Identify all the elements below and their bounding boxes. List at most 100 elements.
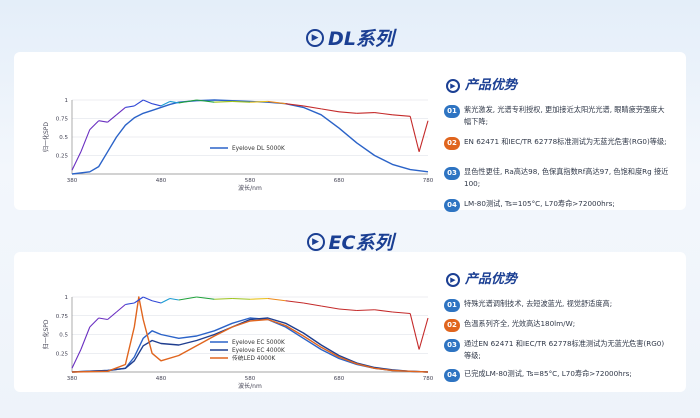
sunlight-spectrum-segment — [89, 120, 100, 130]
item-number-badge: 03 — [444, 167, 460, 180]
item-number-badge: 01 — [444, 299, 460, 312]
play-circle-icon: ▶ — [306, 232, 325, 251]
sunlight-spectrum-segment — [409, 116, 420, 152]
play-circle-icon: ▶ — [446, 272, 460, 287]
sunlight-spectrum-segment — [232, 297, 251, 300]
sunlight-spectrum-segment — [196, 99, 215, 103]
sunlight-spectrum-segment — [142, 99, 153, 105]
sunlight-spectrum-segment — [125, 302, 135, 306]
x-tick-label: 780 — [423, 178, 434, 184]
sunlight-spectrum-segment — [71, 349, 82, 369]
spectrum-chart: 0.25 0.5 0.75 1 380 480 580 680 780 波长/nm 归一化SPD Ey… — [42, 295, 434, 390]
sunlight-spectrum-segment — [107, 114, 117, 123]
sunlight-spectrum-segment — [133, 99, 144, 107]
y-tick-label: 0.5 — [59, 135, 68, 141]
sunlight-spectrum-segment — [303, 302, 322, 307]
sunlight-spectrum-segment — [285, 103, 304, 107]
sunlight-spectrum-segment — [356, 309, 375, 312]
play-circle-icon: ▶ — [446, 78, 460, 93]
item-number-badge: 01 — [444, 105, 460, 118]
sunlight-spectrum-segment — [374, 309, 393, 313]
sunlight-spectrum-segment — [169, 100, 179, 104]
y-tick-label: 0.5 — [59, 333, 68, 339]
series-line — [71, 317, 429, 373]
y-tick-label: 0.75 — [56, 117, 69, 123]
sunlight-spectrum-segment — [80, 129, 91, 153]
legend-label: Eyelove EC 4000K — [232, 348, 285, 354]
sunlight-spectrum-segment — [374, 112, 393, 116]
series-line — [71, 99, 429, 175]
sunlight-spectrum-segment — [116, 304, 126, 313]
sunlight-spectrum-segment — [196, 296, 215, 300]
ec-advantage-item: 04 已完成LM-80测试, Ts=85°C, L70寿命>72000hrs; — [444, 368, 671, 382]
sunlight-spectrum-segment — [267, 297, 286, 302]
dl-advantage-item: 02 EN 62471 和IEC/TR 62778标准测试为无蓝光危害(RG0)… — [444, 136, 671, 150]
item-text: 已完成LM-80测试, Ts=85°C, L70寿命>72000hrs; — [464, 369, 632, 378]
dl-advantage-item: 03 显色性更佳, Ra高达98, 色保真指数Rf高达97, 色饱和度Rg 接近… — [444, 166, 671, 190]
sunlight-spectrum-segment — [89, 317, 100, 328]
dl-advantage-item: 01 紫光激发, 光谱专利授权, 更加接近太阳光光谱, 眼睛疲劳强度大幅下降; — [444, 104, 671, 128]
sunlight-spectrum-segment — [133, 296, 144, 304]
item-text: 显色性更佳, Ra高达98, 色保真指数Rf高达97, 色饱和度Rg 接近100… — [464, 167, 669, 188]
ec-title: EC系列 — [328, 232, 394, 254]
x-tick-label: 480 — [156, 178, 167, 184]
sunlight-spectrum-segment — [178, 99, 197, 104]
item-text: EN 62471 和IEC/TR 62778标准测试为无蓝光危害(RG0)等级; — [464, 137, 667, 146]
sunlight-spectrum-segment — [169, 297, 179, 301]
dl-advantage-item: 04 LM-80测试, Ts=105°C, L70寿命>72000hrs; — [444, 198, 671, 212]
x-tick-label: 380 — [67, 178, 78, 184]
ec-advantage-item: 02 色温系列齐全, 光效高达180lm/W; — [444, 318, 671, 332]
sunlight-spectrum-segment — [267, 100, 286, 105]
sunlight-spectrum-segment — [418, 120, 429, 152]
sunlight-spectrum-segment — [356, 112, 375, 114]
sunlight-spectrum-segment — [338, 111, 357, 114]
play-circle-icon: ▶ — [306, 28, 325, 47]
y-tick-label: 1 — [65, 98, 69, 104]
sunlight-spectrum-segment — [160, 100, 171, 107]
sunlight-spectrum-segment — [116, 106, 126, 116]
dl-panel — [14, 52, 686, 210]
x-tick-label: 580 — [245, 178, 256, 184]
dl-heading: ▶ DL系列 — [0, 24, 700, 51]
item-number-badge: 04 — [444, 369, 460, 382]
y-tick-label: 1 — [65, 295, 69, 301]
x-axis-label: 波长/nm — [238, 382, 262, 390]
sunlight-spectrum-segment — [303, 105, 322, 110]
y-tick-label: 0.75 — [56, 314, 69, 320]
sunlight-spectrum-segment — [107, 311, 117, 320]
sunlight-spectrum-segment — [409, 313, 420, 350]
item-text: 紫光激发, 光谱专利授权, 更加接近太阳光光谱, 眼睛疲劳强度大幅下降; — [464, 105, 665, 126]
item-text: 通过EN 62471 和IEC/TR 62778标准测试为无蓝光危害(RG0)等… — [464, 339, 665, 360]
sunlight-spectrum-segment — [321, 108, 340, 113]
sunlight-spectrum-segment — [142, 296, 153, 302]
sunlight-spectrum-segment — [178, 296, 197, 301]
sunlight-spectrum-segment — [338, 308, 357, 312]
item-number-badge: 04 — [444, 199, 460, 212]
x-tick-label: 680 — [334, 178, 345, 184]
item-text: 色温系列齐全, 光效高达180lm/W; — [464, 319, 576, 328]
ec-advantages-title: ▶ 产品优势 — [446, 268, 517, 287]
sunlight-spectrum-segment — [418, 317, 429, 350]
sunlight-spectrum-segment — [151, 300, 162, 304]
dl-advantages-title: ▶ 产品优势 — [446, 74, 517, 93]
x-tick-label: 680 — [334, 376, 345, 382]
item-text: 特殊光谱调制技术, 去短波蓝光, 视觉舒适度高; — [464, 299, 613, 308]
sunlight-spectrum-segment — [80, 326, 91, 350]
ec-advantages-title-text: 产品优势 — [465, 272, 518, 287]
series-line — [71, 296, 429, 373]
sunlight-spectrum-segment — [392, 311, 411, 315]
sunlight-spectrum-segment — [321, 305, 340, 310]
sunlight-spectrum-segment — [98, 120, 108, 123]
sunlight-spectrum-segment — [392, 114, 411, 117]
x-tick-label: 480 — [156, 376, 167, 382]
item-text: LM-80测试, Ts=105°C, L70寿命>72000hrs; — [464, 199, 615, 208]
sunlight-spectrum-segment — [249, 100, 268, 103]
item-number-badge: 03 — [444, 339, 460, 352]
ec-advantage-item: 03 通过EN 62471 和IEC/TR 62778标准测试为无蓝光危害(RG… — [444, 338, 671, 362]
y-tick-label: 0.25 — [56, 351, 69, 357]
sunlight-spectrum-segment — [249, 297, 268, 300]
sunlight-spectrum-segment — [125, 105, 135, 108]
dl-advantages-title-text: 产品优势 — [465, 78, 518, 93]
item-number-badge: 02 — [444, 137, 460, 150]
legend-label: 传统LED 4000K — [232, 354, 276, 362]
